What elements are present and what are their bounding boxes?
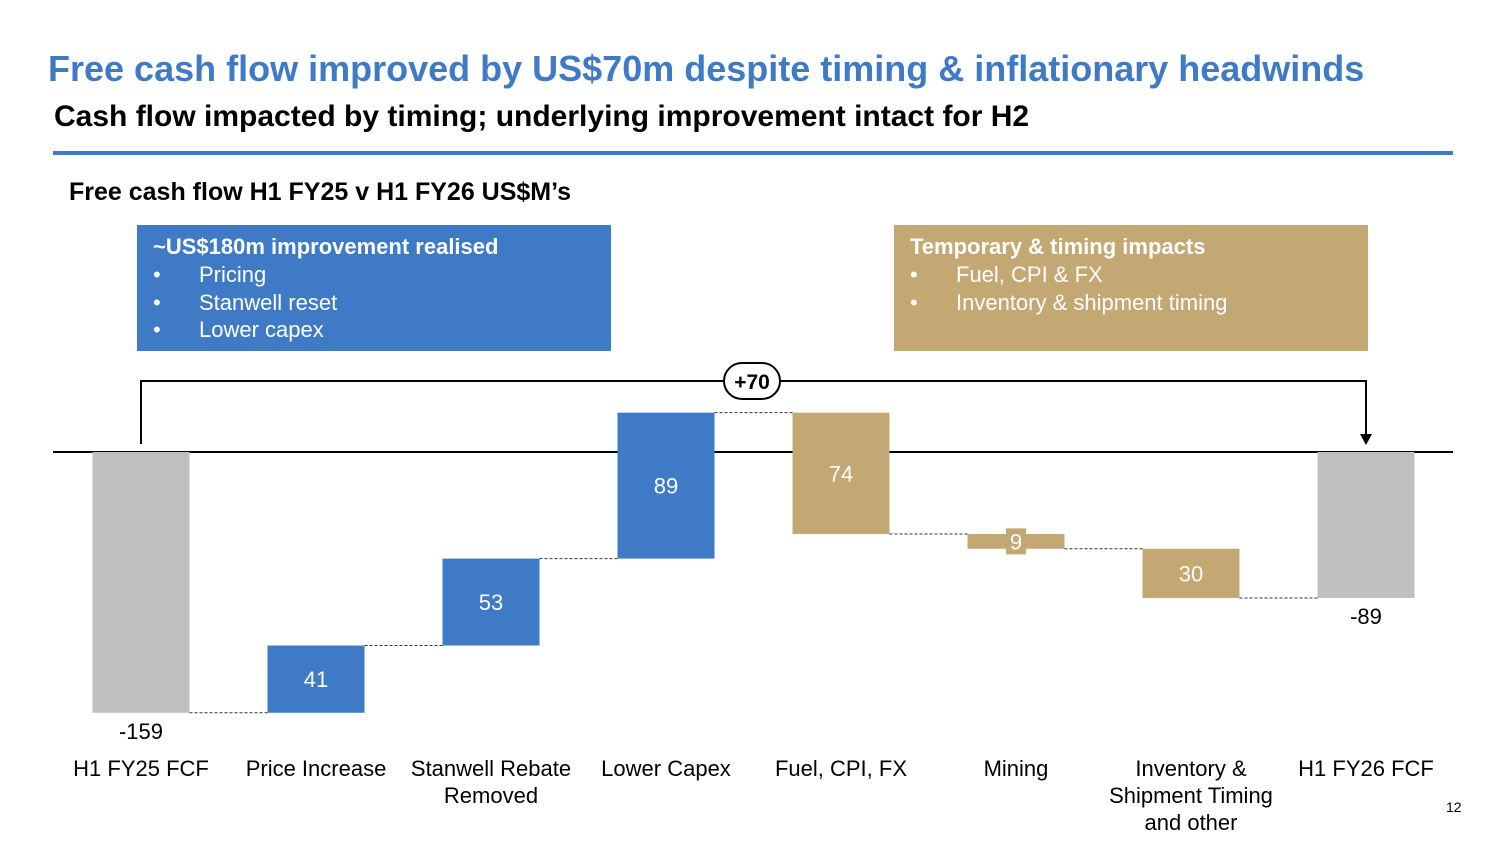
timing-callout-heading: Temporary & timing impacts [910, 234, 1206, 259]
page-number: 12 [1446, 799, 1462, 815]
improvement-callout-item-text: Lower capex [199, 317, 324, 342]
category-tick-label: Fuel, CPI, FX [775, 756, 907, 781]
category-tick-label: Inventory & [1135, 756, 1247, 781]
title-divider [53, 151, 1453, 155]
category-tick-label: Price Increase [246, 756, 387, 781]
timing-callout: Temporary & timing impacts • Fuel, CPI & … [894, 225, 1368, 351]
page-title: Free cash flow improved by US$70m despit… [48, 48, 1365, 89]
bracket-arrowhead [1360, 434, 1372, 445]
bar-value-label: 74 [829, 461, 853, 486]
timing-callout-item-text: Fuel, CPI & FX [956, 262, 1103, 287]
value-label-plate [1006, 528, 1026, 555]
category-tick-label: H1 FY25 FCF [73, 756, 209, 781]
increase-bar [442, 558, 540, 646]
improvement-callout: ~US$180m improvement realised • Pricing •… [137, 225, 611, 351]
change-badge [723, 362, 781, 400]
bar-value-label: 89 [654, 474, 678, 499]
bar-value-label: 30 [1179, 561, 1203, 586]
decrease-bar [1142, 548, 1240, 598]
page-subtitle: Cash flow impacted by timing; underlying… [54, 100, 1030, 133]
bar-value-label: 41 [304, 667, 328, 692]
improvement-callout-item: • Stanwell reset [153, 289, 338, 315]
improvement-callout-item-text: Stanwell reset [199, 289, 338, 315]
total-bar [1317, 452, 1415, 598]
total-bar [92, 452, 190, 713]
timing-callout-item-text: Inventory & shipment timing [956, 289, 1228, 315]
increase-bar [267, 645, 365, 713]
increase-bar [617, 412, 715, 559]
category-tick-label: and other [1145, 810, 1238, 835]
chart-title: Free cash flow H1 FY25 v H1 FY26 US$M’s [69, 178, 572, 206]
improvement-callout-item: • Pricing [153, 262, 267, 287]
category-tick-label: Lower Capex [601, 756, 731, 781]
category-tick-label: Stanwell Rebate [411, 756, 571, 781]
timing-callout-item: • Inventory & shipment timing [910, 289, 1228, 315]
total-value-label: -159 [119, 719, 163, 744]
category-tick-label: Mining [984, 756, 1049, 781]
improvement-callout-item: • Lower capex [153, 317, 324, 342]
improvement-callout-item-text: Pricing [199, 262, 267, 287]
timing-callout-item: • Fuel, CPI & FX [910, 262, 1103, 287]
bar-value-label: 9 [1010, 529, 1022, 554]
bar-value-label: 53 [479, 590, 503, 615]
improvement-callout-heading: ~US$180m improvement realised [153, 234, 499, 259]
category-tick-label: H1 FY26 FCF [1298, 756, 1434, 781]
change-badge-label: +70 [734, 371, 770, 394]
decrease-bar [792, 412, 890, 534]
category-tick-label: Shipment Timing [1109, 783, 1273, 808]
category-tick-label: Removed [444, 783, 538, 808]
total-value-label: -89 [1350, 604, 1382, 629]
